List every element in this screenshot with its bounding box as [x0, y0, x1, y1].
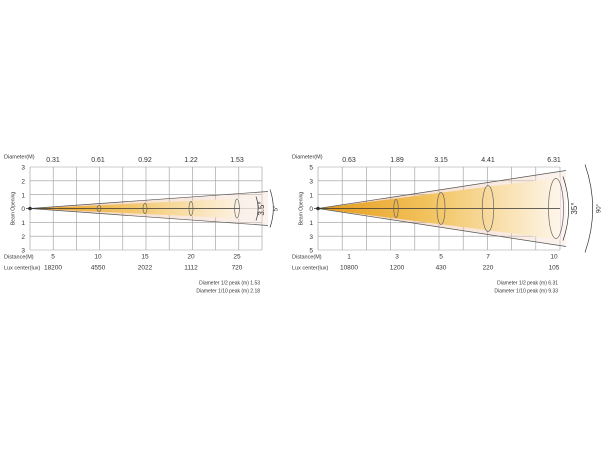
lux-value: 720: [232, 265, 243, 272]
distance-value: 10: [550, 254, 558, 261]
row-label: 1: [309, 192, 313, 199]
row-label: 3: [21, 165, 25, 172]
lux-value: 105: [549, 265, 560, 272]
distance-value: 1: [347, 254, 351, 261]
beam-section: [436, 192, 446, 225]
axis-label: Beam Opening: [10, 192, 16, 226]
angle-arc: [269, 189, 274, 228]
distance-value: 20: [187, 254, 195, 261]
beam-section: [548, 178, 564, 239]
beam-section: [188, 201, 194, 216]
diameter-value: 3.15: [434, 157, 448, 164]
note: Diameter 1/2 peak (m) 6.31: [497, 280, 558, 286]
lux-value: 1112: [184, 265, 198, 272]
diameter-label: Diameter(M): [292, 154, 323, 160]
row-label: 1: [309, 220, 313, 227]
beam-section: [142, 203, 148, 214]
lux-label: Lux center(lux): [292, 265, 329, 271]
distance-value: 7: [486, 254, 490, 261]
diameter-value: 0.63: [342, 157, 356, 164]
row-label: 5: [309, 248, 313, 255]
distance-value: 10: [94, 254, 102, 261]
row-label: 5: [309, 165, 313, 172]
angle-label: 3.5°: [257, 201, 266, 215]
axis-label: Beam Opening: [298, 192, 304, 226]
diameter-value: 1.22: [184, 157, 198, 164]
beam-origin: [316, 206, 320, 211]
lux-value: 430: [436, 265, 447, 272]
diameter-value: 1.89: [390, 157, 404, 164]
diameter-value: 0.31: [46, 157, 60, 164]
distance-label: Distance(M): [292, 254, 322, 260]
lux-value: 10800: [340, 265, 358, 272]
lux-value: 4550: [91, 265, 106, 272]
diameter-value: 1.53: [230, 157, 244, 164]
lux-value: 18200: [44, 265, 62, 272]
beam-edge: [29, 208, 269, 226]
beam-edge: [317, 208, 567, 247]
note: Diameter 1/10 peak (m) 2.18: [196, 288, 260, 294]
angle-arc: [562, 176, 569, 241]
beam-section: [234, 198, 240, 219]
lux-label: Lux center(lux): [4, 265, 41, 271]
lux-value: 220: [483, 265, 494, 272]
diameter-value: 0.61: [91, 157, 105, 164]
row-label: 2: [21, 234, 25, 241]
beam-edge: [317, 170, 567, 209]
lux-value: 2022: [138, 265, 153, 272]
beam-edge: [29, 191, 269, 209]
diameter-value: 4.41: [481, 157, 495, 164]
distance-label: Distance(M): [4, 254, 34, 260]
angle-arc: [255, 196, 259, 221]
distance-value: 5: [439, 254, 443, 261]
note: Diameter 1/10 peak (m) 9.33: [494, 288, 558, 294]
row-label: 0: [21, 206, 25, 213]
beam-section: [96, 205, 102, 212]
row-label: 3: [21, 248, 25, 255]
angle-label: 5°: [274, 205, 280, 211]
row-label: 0: [309, 206, 313, 213]
distance-value: 3: [395, 254, 399, 261]
angle-label: 90°: [597, 203, 603, 213]
beam-section: [481, 185, 495, 232]
diameter-label: Diameter(M): [4, 154, 35, 160]
beam-section: [393, 199, 399, 218]
angle-arc: [584, 164, 594, 253]
row-label: 1: [21, 192, 25, 199]
distance-value: 25: [233, 254, 241, 261]
diameter-value: 0.92: [138, 157, 152, 164]
row-label: 3: [309, 179, 313, 186]
row-label: 1: [21, 220, 25, 227]
row-label: 2: [21, 179, 25, 186]
distance-value: 5: [51, 254, 55, 261]
angle-label: 35°: [570, 202, 579, 214]
note: Diameter 1/2 peak (m) 1.53: [199, 280, 260, 286]
beam-origin: [28, 206, 32, 211]
lux-value: 1200: [390, 265, 405, 272]
row-label: 3: [309, 234, 313, 241]
distance-value: 15: [141, 254, 149, 261]
diameter-value: 6.31: [547, 157, 561, 164]
